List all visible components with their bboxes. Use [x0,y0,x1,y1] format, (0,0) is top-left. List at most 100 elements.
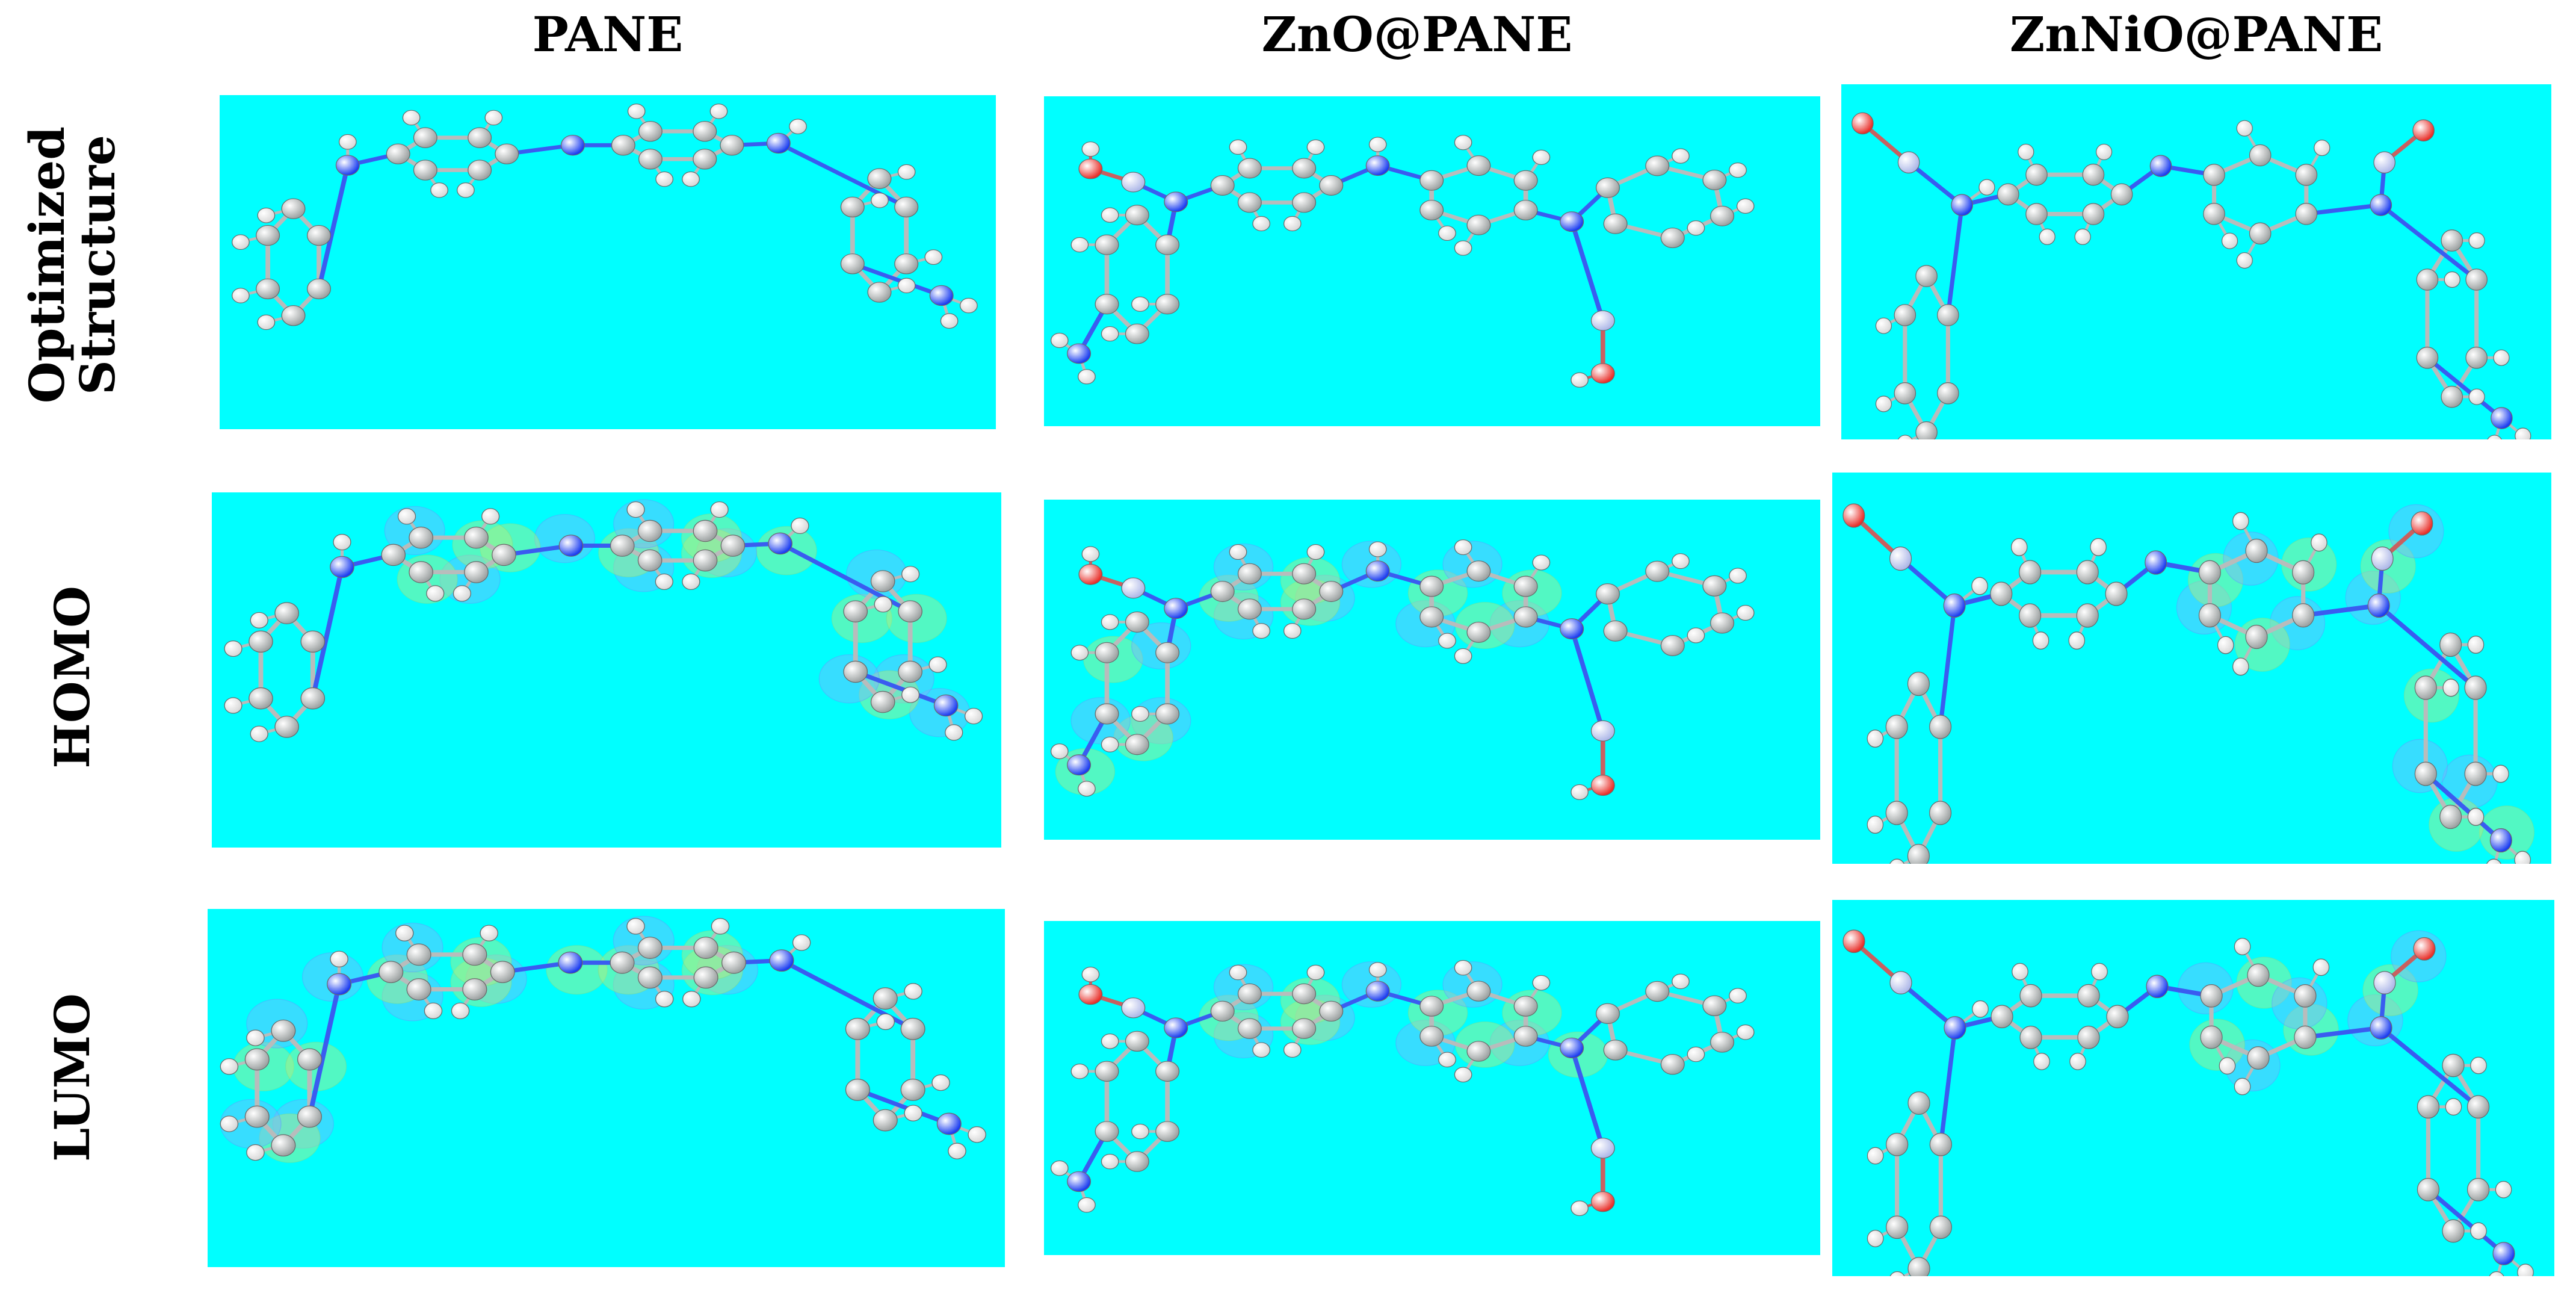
carbon-atom [2025,203,2048,225]
row-heading-homo: HOMO [44,586,100,769]
hydrogen-atom [426,585,445,602]
bond [2303,603,2379,618]
hydrogen-atom [897,164,916,180]
carbon-atom [406,978,431,1001]
hydrogen-atom [964,708,983,725]
carbon-atom [2105,581,2128,606]
carbon-atom [2077,984,2100,1008]
nitrogen-atom [2149,155,2172,177]
hydrogen-atom [1971,577,1988,595]
molecule-svg [1050,539,1755,800]
carbon-atom [1419,606,1444,628]
carbon-atom [873,987,898,1010]
hydrogen-atom [940,313,959,329]
carbon-atom [244,1105,270,1128]
bond [1945,205,1965,315]
carbon-atom [464,561,489,583]
carbon-atom [843,600,868,622]
carbon-atom [2414,675,2437,700]
carbon-atom [1095,642,1119,663]
hydrogen-atom [2467,636,2485,654]
hydrogen-atom [452,585,471,602]
carbon-atom [2245,624,2268,650]
carbon-atom [1603,213,1628,234]
carbon-atom [409,526,434,549]
carbon-atom [894,196,919,218]
bond [2379,203,2478,282]
hydrogen-atom [1252,1042,1271,1058]
hydrogen-atom [250,612,268,628]
metal-atom [1121,997,1146,1019]
carbon-atom [1292,983,1317,1005]
carbon-atom [1645,155,1670,176]
nitrogen-atom [2370,1016,2392,1040]
hydrogen-atom [2514,851,2531,864]
column-heading-zno-pane: ZnO@PANE [1261,6,1573,63]
carbon-atom [1095,294,1119,315]
carbon-atom [2416,268,2439,291]
carbon-atom [867,282,892,303]
hydrogen-atom [2311,533,2327,552]
hydrogen-atom [2517,1263,2534,1276]
nitrogen-atom [768,532,792,555]
carbon-atom [637,966,663,989]
hydrogen-atom [1252,215,1271,232]
hydrogen-atom [1438,225,1456,241]
carbon-atom [2417,1095,2440,1119]
carbon-atom [2416,347,2439,369]
nitrogen-atom [1560,211,1584,232]
hydrogen-atom [1729,568,1747,584]
carbon-atom [1466,621,1491,643]
carbon-atom [720,535,746,557]
carbon-atom [2245,538,2268,563]
carbon-atom [1991,1005,2013,1029]
hydrogen-atom [220,1115,239,1132]
carbon-atom [610,951,635,974]
carbon-atom [840,196,865,218]
hydrogen-atom [1532,149,1551,165]
molecule-svg [232,104,978,330]
carbon-atom [1419,200,1444,221]
nitrogen-atom [327,973,352,996]
molecule-svg [1050,960,1755,1217]
carbon-atom [898,660,922,683]
metal-atom [1889,971,1912,994]
hydrogen-atom [1368,541,1387,557]
carbon-atom [1125,205,1149,226]
carbon-atom [1095,1061,1119,1082]
carbon-atom [1466,214,1491,235]
bond [1899,981,1957,1030]
hydrogen-atom [1306,139,1325,155]
panel-znnio-pane-lumo [1832,900,2554,1276]
carbon-atom [1937,382,1959,405]
bond [1569,628,1605,732]
hydrogen-atom [1229,964,1247,981]
nitrogen-atom [936,1112,962,1135]
carbon-atom [271,1019,296,1042]
hydrogen-atom [2467,808,2485,826]
nitrogen-atom [1067,1171,1092,1192]
row-heading-lumo: LUMO [44,993,100,1162]
hydrogen-atom [1978,179,1995,196]
carbon-atom [1125,1031,1149,1052]
hydrogen-atom [1252,623,1271,639]
hydrogen-atom [901,566,920,583]
atoms [220,918,986,1161]
carbon-atom [307,278,331,300]
carbon-atom [2198,603,2221,628]
hydrogen-atom [1736,1024,1755,1040]
nitrogen-atom [330,556,354,578]
hydrogen-atom [1867,1230,1884,1247]
metal-atom [1121,577,1146,599]
hydrogen-atom [2495,1180,2512,1198]
hydrogen-atom [1306,544,1325,560]
hydrogen-atom [2219,1057,2236,1074]
bond [2426,356,2503,420]
carbon-atom [1907,671,1930,696]
carbon-atom [2076,560,2099,584]
carbon-atom [1645,981,1670,1002]
hydrogen-atom [1306,964,1325,981]
carbon-atom [894,253,919,274]
hydrogen-atom [682,990,701,1008]
hydrogen-atom [904,983,922,1000]
